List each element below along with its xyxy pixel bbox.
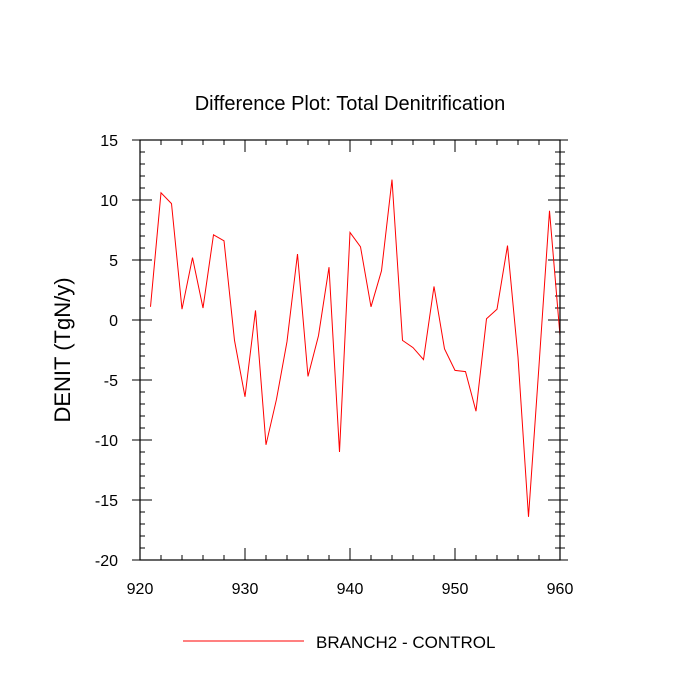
legend-label: BRANCH2 - CONTROL [316,633,495,652]
series-line [150,179,561,517]
plot-frame [139,139,561,561]
x-tick-label: 920 [127,581,154,598]
x-tick-label: 950 [442,581,469,598]
y-axis-label: DENIT (TgN/y) [50,277,75,422]
y-tick-label: -10 [95,433,118,450]
y-tick-label: 0 [109,313,118,330]
x-tick-label: 960 [547,581,574,598]
tick-labels: 920 930 940 950 960 15 10 5 0 -5 -10 -15 -20 [95,133,574,598]
y-tick-label: 5 [109,253,118,270]
legend: BRANCH2 - CONTROL [183,633,495,652]
x-tick-label: 930 [232,581,259,598]
y-tick-label: 15 [100,133,118,150]
chart-title: Difference Plot: Total Denitrification [195,93,506,115]
y-tick-label: -20 [95,553,118,570]
y-tick-label: -5 [104,373,118,390]
x-tick-label: 940 [337,581,364,598]
series-layer [150,179,561,517]
y-tick-label: 10 [100,193,118,210]
axis-ticks [132,139,568,561]
y-tick-label: -15 [95,493,118,510]
